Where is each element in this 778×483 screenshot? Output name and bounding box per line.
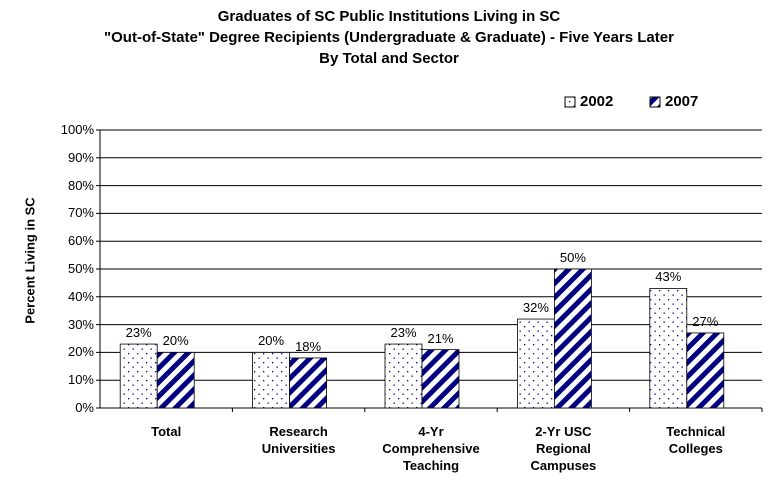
x-tick-label: Technical Colleges <box>666 424 726 456</box>
bar <box>517 318 555 409</box>
bar <box>384 343 423 409</box>
bar <box>686 332 725 409</box>
y-axis-label: Percent Living in SC <box>22 197 38 324</box>
y-tick-label: 90% <box>67 149 94 165</box>
legend-swatch <box>564 96 576 108</box>
value-label: 20% <box>162 333 189 349</box>
legend-label: 2002 <box>580 93 614 110</box>
y-tick-label: 50% <box>67 261 94 276</box>
y-tick-label: 60% <box>67 233 94 249</box>
bar <box>554 268 592 409</box>
legend-swatch <box>649 96 661 108</box>
x-tick-label: Research Universities <box>261 424 336 456</box>
value-label: 23% <box>125 325 152 341</box>
bar <box>649 288 688 409</box>
chart-title: Graduates of SC Public Institutions Livi… <box>104 8 674 67</box>
x-tick-label: 4-Yr Comprehensive Teaching <box>382 424 480 473</box>
value-label: 43% <box>655 269 682 285</box>
y-tick-label: 10% <box>67 372 94 388</box>
bar <box>156 351 195 409</box>
y-tick-label: 20% <box>67 344 94 360</box>
value-label: 21% <box>427 330 454 346</box>
value-label: 27% <box>692 313 719 329</box>
value-label: 18% <box>295 338 322 354</box>
bar <box>119 343 158 409</box>
legend-label: 2007 <box>665 93 699 110</box>
y-tick-label: 30% <box>67 316 94 332</box>
y-tick-label: 40% <box>67 288 94 304</box>
y-tick-label: 70% <box>67 205 94 221</box>
y-tick-label: 80% <box>67 177 94 193</box>
value-label: 20% <box>258 333 285 349</box>
y-tick-label: 100% <box>60 122 94 137</box>
x-tick-label: Total <box>151 424 182 439</box>
bar <box>289 357 328 409</box>
bar <box>252 351 291 409</box>
value-label: 23% <box>390 325 417 341</box>
value-label: 32% <box>522 300 549 316</box>
x-tick-label: 2-Yr USC Regional Campuses <box>530 424 597 473</box>
y-tick-label: 0% <box>75 400 94 415</box>
bar <box>421 349 460 409</box>
value-label: 50% <box>559 250 586 265</box>
